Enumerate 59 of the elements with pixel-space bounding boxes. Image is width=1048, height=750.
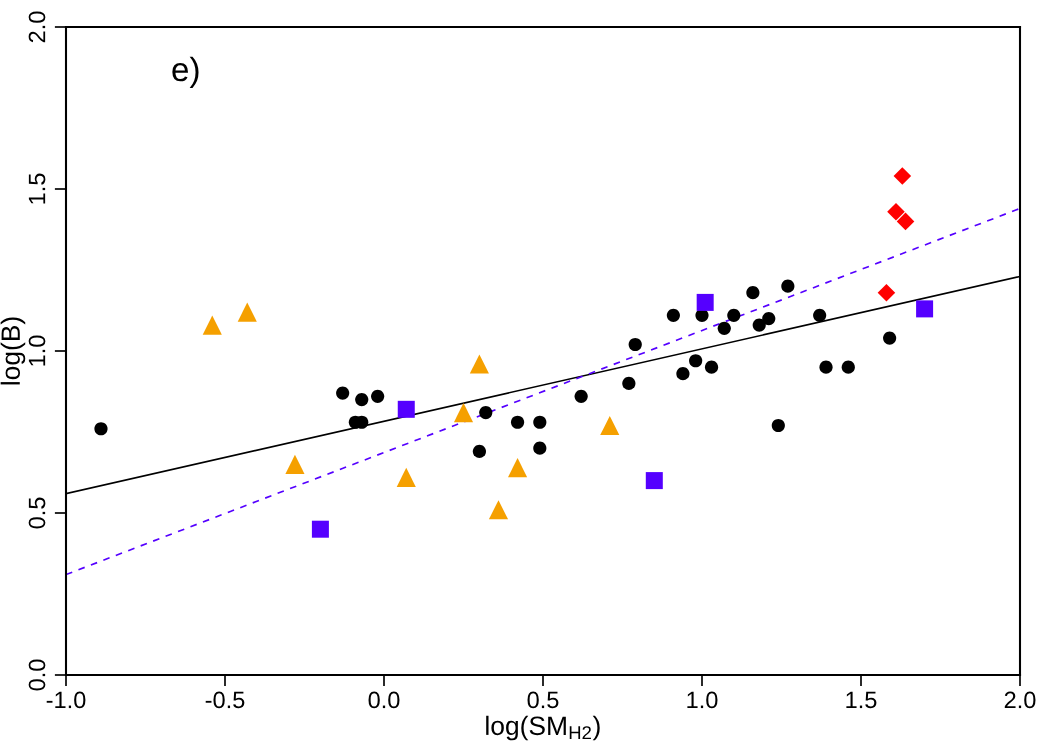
point (689, 354, 703, 368)
x-tick-label: 1.5 (846, 691, 877, 709)
point (781, 279, 795, 293)
point (916, 300, 934, 318)
point (704, 360, 719, 374)
point (202, 315, 222, 335)
point (717, 321, 731, 335)
point (666, 308, 680, 322)
y-tick-label: 2.0 (28, 11, 46, 43)
point (841, 360, 855, 374)
point (762, 312, 776, 326)
x-tick-label: 2.0 (1004, 691, 1036, 709)
point (574, 389, 588, 403)
point (752, 318, 766, 332)
point (488, 500, 509, 520)
y-tick-label: 0.5 (28, 497, 46, 529)
point (628, 337, 642, 352)
point (727, 308, 741, 322)
point (877, 283, 896, 302)
point (600, 415, 620, 436)
point (355, 393, 369, 407)
point (896, 212, 915, 231)
point (472, 444, 486, 459)
point (887, 202, 905, 221)
point (507, 458, 528, 478)
point (696, 293, 714, 311)
y-axis-title: log(B) (0, 317, 26, 385)
point (469, 354, 489, 374)
point (453, 402, 474, 423)
point (645, 472, 663, 490)
point (893, 167, 912, 185)
point (622, 376, 636, 390)
point (746, 286, 760, 300)
point (371, 389, 385, 403)
point (397, 400, 415, 418)
point (813, 308, 827, 322)
point (94, 422, 108, 436)
point (396, 467, 416, 487)
point (311, 520, 329, 538)
annotation: e) (172, 56, 199, 88)
point (336, 386, 350, 400)
point (237, 302, 257, 322)
point (771, 418, 785, 433)
point (533, 415, 547, 429)
x-tick-label: -1.0 (46, 691, 86, 709)
point (533, 441, 547, 455)
x-tick-label: -0.5 (205, 691, 245, 709)
point (676, 367, 690, 381)
point (479, 405, 493, 420)
point (819, 360, 833, 374)
y-tick-label: 1.0 (28, 335, 46, 366)
point (883, 331, 897, 345)
x-tick-label: 0.0 (368, 691, 400, 709)
x-axis-title: log(SM$_{H2}$) (486, 715, 600, 741)
y-tick-label: 1.5 (28, 173, 46, 204)
x-tick-label: 1.0 (687, 691, 718, 709)
point (285, 454, 305, 474)
point (510, 415, 525, 429)
x-tick-label: 0.5 (527, 691, 559, 709)
